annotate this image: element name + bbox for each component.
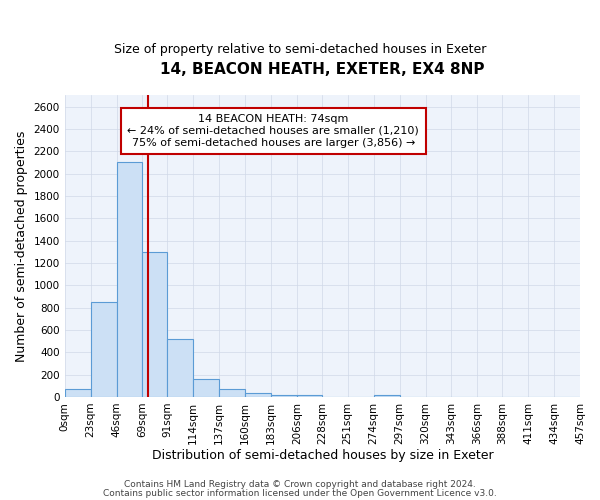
Bar [245, 393, 271, 397]
Bar [167, 339, 193, 397]
Text: Contains public sector information licensed under the Open Government Licence v3: Contains public sector information licen… [103, 488, 497, 498]
Bar [116, 162, 142, 397]
X-axis label: Distribution of semi-detached houses by size in Exeter: Distribution of semi-detached houses by … [152, 450, 493, 462]
Text: 14 BEACON HEATH: 74sqm
← 24% of semi-detached houses are smaller (1,210)
75% of : 14 BEACON HEATH: 74sqm ← 24% of semi-det… [127, 114, 419, 148]
Bar [142, 252, 167, 397]
Bar [193, 379, 219, 397]
Bar [297, 394, 322, 397]
Bar [65, 388, 91, 397]
Bar [374, 394, 400, 397]
Y-axis label: Number of semi-detached properties: Number of semi-detached properties [15, 130, 28, 362]
Text: Contains HM Land Registry data © Crown copyright and database right 2024.: Contains HM Land Registry data © Crown c… [124, 480, 476, 489]
Bar [219, 388, 245, 397]
Text: Size of property relative to semi-detached houses in Exeter: Size of property relative to semi-detach… [114, 42, 486, 56]
Bar [91, 302, 116, 397]
Bar [271, 394, 297, 397]
Title: 14, BEACON HEATH, EXETER, EX4 8NP: 14, BEACON HEATH, EXETER, EX4 8NP [160, 62, 485, 78]
